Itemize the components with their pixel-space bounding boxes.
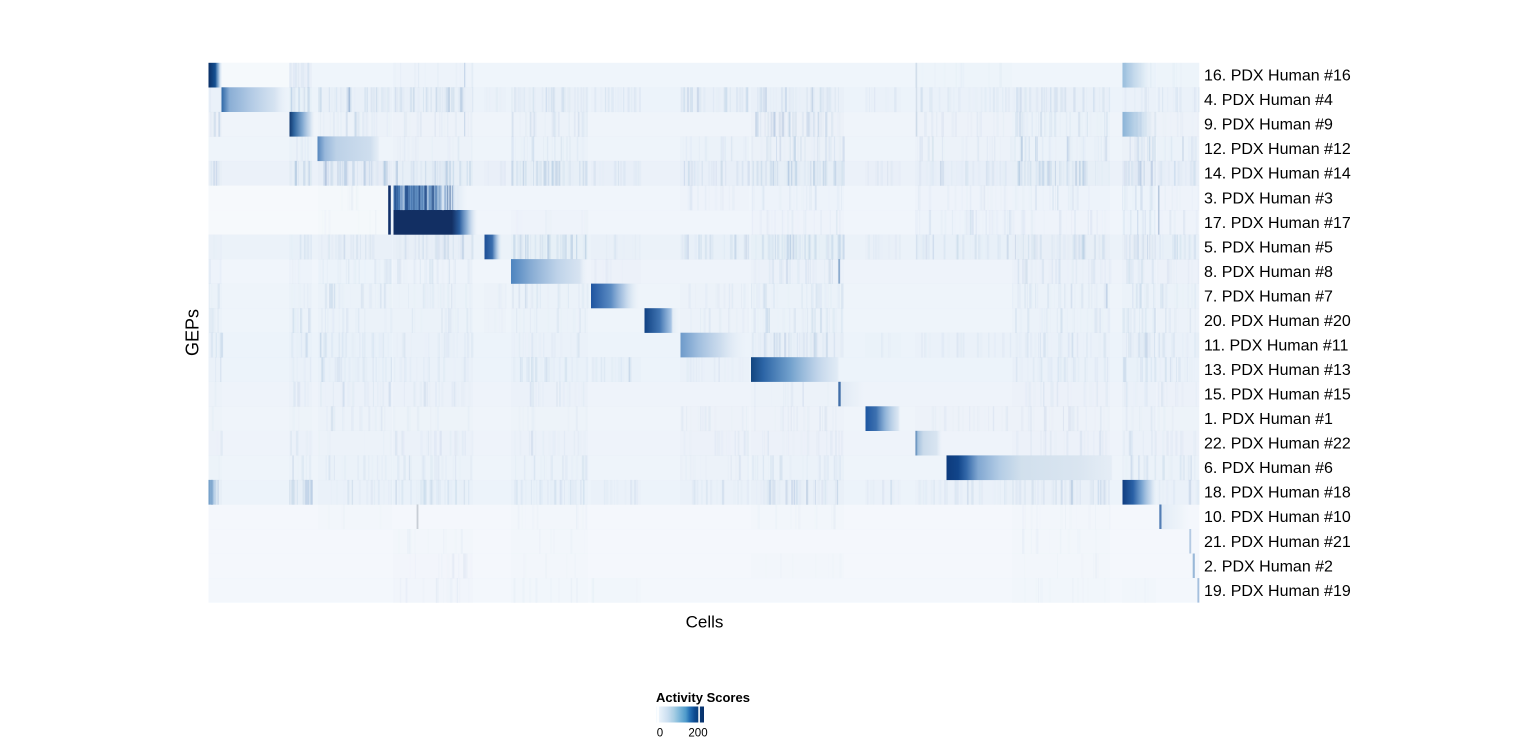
svg-text:GEPs: GEPs [183,309,203,356]
svg-text:200: 200 [688,728,707,740]
svg-text:Activity Scores: Activity Scores [656,690,750,705]
svg-text:21. PDX Human #21: 21. PDX Human #21 [1204,534,1351,551]
svg-text:17. PDX Human #17: 17. PDX Human #17 [1204,215,1351,232]
svg-text:18. PDX Human #18: 18. PDX Human #18 [1204,485,1351,502]
svg-text:2. PDX Human #2: 2. PDX Human #2 [1204,558,1333,575]
svg-text:0: 0 [657,728,663,740]
svg-text:12. PDX Human #12: 12. PDX Human #12 [1204,141,1351,158]
svg-text:3. PDX Human #3: 3. PDX Human #3 [1204,190,1333,207]
svg-text:10. PDX Human #10: 10. PDX Human #10 [1204,509,1351,526]
svg-text:4. PDX Human #4: 4. PDX Human #4 [1204,92,1333,109]
svg-text:15. PDX Human #15: 15. PDX Human #15 [1204,387,1351,404]
svg-text:13. PDX Human #13: 13. PDX Human #13 [1204,362,1351,379]
svg-text:7. PDX Human #7: 7. PDX Human #7 [1204,288,1333,305]
svg-text:14. PDX Human #14: 14. PDX Human #14 [1204,166,1351,183]
svg-text:8. PDX Human #8: 8. PDX Human #8 [1204,264,1333,281]
svg-text:20. PDX Human #20: 20. PDX Human #20 [1204,313,1351,330]
svg-text:16. PDX Human #16: 16. PDX Human #16 [1204,68,1351,85]
svg-text:9. PDX Human #9: 9. PDX Human #9 [1204,117,1333,134]
svg-text:1. PDX Human #1: 1. PDX Human #1 [1204,411,1333,428]
svg-text:Cells: Cells [686,613,724,632]
svg-text:5. PDX Human #5: 5. PDX Human #5 [1204,239,1333,256]
svg-text:19. PDX Human #19: 19. PDX Human #19 [1204,583,1351,600]
svg-text:11. PDX Human #11: 11. PDX Human #11 [1204,338,1348,355]
svg-text:22. PDX Human #22: 22. PDX Human #22 [1204,436,1351,453]
svg-text:6. PDX Human #6: 6. PDX Human #6 [1204,460,1333,477]
